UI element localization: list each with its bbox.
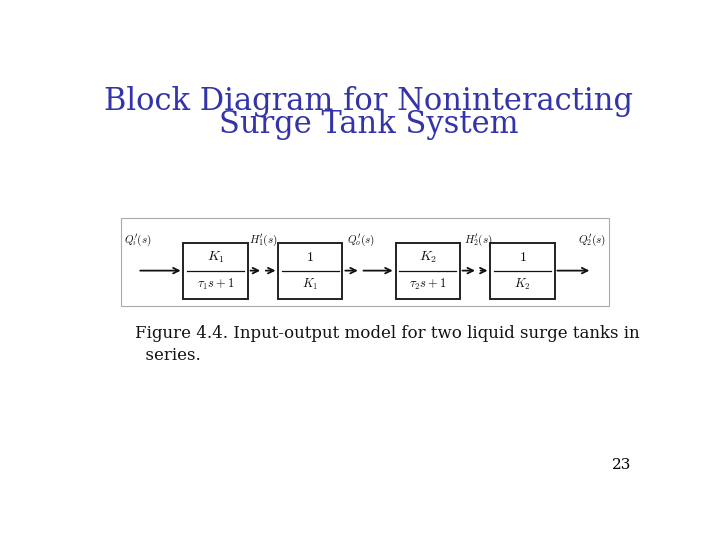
Bar — [395, 242, 459, 299]
Text: $H_1'(s)$: $H_1'(s)$ — [248, 233, 277, 248]
Text: $\tau_2 s + 1$: $\tau_2 s + 1$ — [409, 276, 446, 292]
Text: $K_1$: $K_1$ — [207, 249, 225, 265]
Bar — [121, 218, 609, 306]
Text: $K_2$: $K_2$ — [514, 276, 531, 292]
Text: $Q_o'(s)$: $Q_o'(s)$ — [346, 233, 374, 248]
Text: Figure 4.4. Input-output model for two liquid surge tanks in
  series.: Figure 4.4. Input-output model for two l… — [135, 325, 639, 364]
Text: $Q_2'(s)$: $Q_2'(s)$ — [578, 233, 606, 248]
Text: $1$: $1$ — [307, 250, 315, 264]
Text: $H_2'(s)$: $H_2'(s)$ — [464, 233, 492, 248]
Text: 23: 23 — [612, 458, 631, 472]
Text: Block Diagram for Noninteracting: Block Diagram for Noninteracting — [104, 86, 634, 117]
Text: $Q_i'(s)$: $Q_i'(s)$ — [124, 233, 151, 248]
Text: $K_2$: $K_2$ — [418, 249, 436, 265]
Bar — [279, 242, 343, 299]
Bar — [490, 242, 554, 299]
Bar — [184, 242, 248, 299]
Text: Surge Tank System: Surge Tank System — [219, 109, 519, 140]
Text: $K_1$: $K_1$ — [302, 276, 318, 292]
Text: $1$: $1$ — [518, 250, 526, 264]
Text: $\tau_1 s + 1$: $\tau_1 s + 1$ — [197, 276, 235, 292]
